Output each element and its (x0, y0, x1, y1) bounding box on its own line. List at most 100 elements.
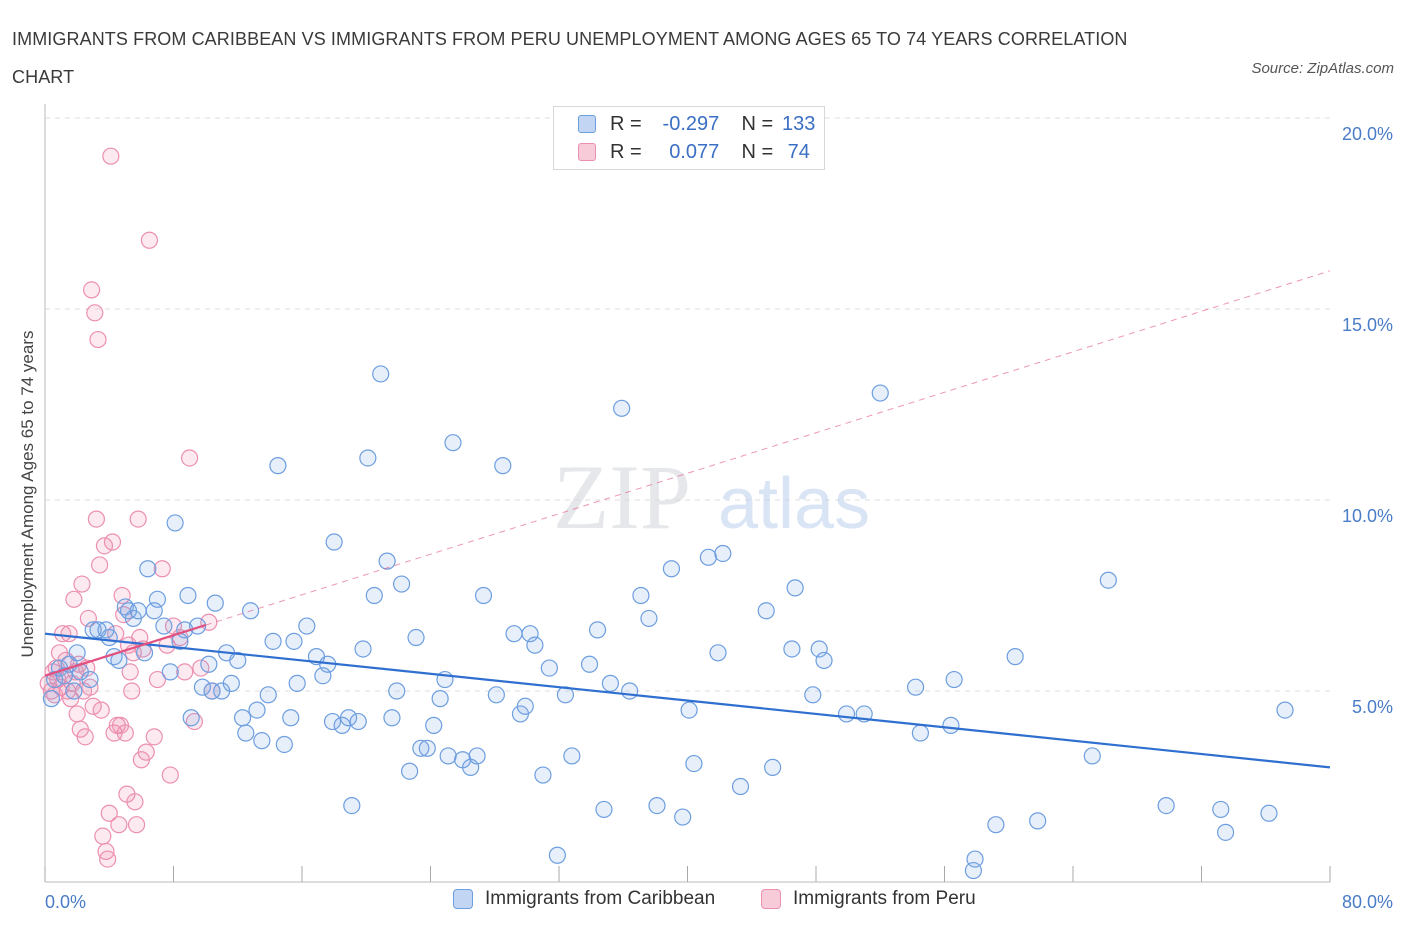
data-point-caribbean (388, 682, 406, 700)
data-point-caribbean (714, 544, 732, 563)
x-tick-label-max: 80.0% (1342, 892, 1393, 912)
data-point-caribbean (222, 674, 240, 692)
data-point-peru (103, 533, 122, 551)
data-point-caribbean (425, 716, 443, 734)
data-point-caribbean (640, 609, 658, 628)
data-point-caribbean (580, 655, 599, 673)
data-point-peru (145, 728, 163, 746)
data-point-caribbean (288, 674, 306, 692)
data-point-caribbean (680, 701, 698, 719)
legend-label-caribbean: Immigrants from Caribbean (485, 888, 716, 909)
data-point-caribbean (526, 636, 544, 654)
data-point-caribbean (248, 701, 266, 719)
data-point-peru (121, 663, 139, 681)
correlation-legend: R = -0.297 N = 133 R = 0.077 N = 74 (553, 106, 825, 170)
data-point-caribbean (548, 846, 566, 864)
legend-r-label: R = (610, 140, 642, 163)
data-point-caribbean (343, 796, 361, 815)
data-point-caribbean (1157, 796, 1175, 815)
data-point-caribbean (621, 682, 639, 700)
data-point-peru (82, 281, 101, 299)
data-point-peru (123, 682, 141, 700)
data-point-peru (116, 724, 134, 742)
data-point-peru (161, 766, 179, 784)
series-peru-points (39, 147, 221, 868)
trend-lines (44, 270, 1331, 769)
data-point-caribbean (601, 674, 620, 692)
data-point-caribbean (709, 644, 727, 662)
data-point-caribbean (42, 690, 61, 708)
y-tick-label: 15.0% (1342, 315, 1393, 335)
y-tick-label: 20.0% (1342, 124, 1393, 144)
data-point-caribbean (233, 709, 252, 727)
data-point-caribbean (259, 686, 277, 704)
data-point-caribbean (987, 816, 1005, 834)
chart-title: IMMIGRANTS FROM CARIBBEAN VS IMMIGRANTS … (12, 29, 1128, 87)
watermark-atlas: atlas (718, 464, 870, 544)
legend-swatch-peru (761, 889, 781, 909)
data-point-caribbean (674, 808, 692, 826)
series-caribbean-points (42, 365, 1294, 880)
legend-swatch-caribbean (578, 115, 596, 133)
data-point-caribbean (966, 850, 984, 868)
legend-r-value: 0.077 (669, 140, 720, 163)
legend-n-label: N = (741, 112, 774, 135)
data-point-caribbean (588, 621, 607, 639)
data-point-caribbean (264, 632, 282, 650)
data-point-caribbean (945, 670, 963, 689)
data-point-caribbean (444, 434, 462, 452)
data-point-caribbean (323, 712, 342, 731)
legend-item-peru[interactable]: Immigrants from Peru (761, 888, 976, 910)
data-point-peru (94, 827, 112, 845)
data-point-caribbean (1006, 648, 1024, 666)
data-point-caribbean (516, 697, 534, 715)
data-point-caribbean (68, 644, 86, 662)
data-point-caribbean (354, 640, 372, 658)
data-point-peru (76, 728, 94, 746)
data-point-caribbean (339, 709, 358, 727)
y-tick-label: 10.0% (1342, 506, 1393, 526)
data-point-caribbean (648, 796, 666, 815)
legend-swatch-caribbean (453, 889, 473, 909)
legend-n-label: N = (741, 140, 774, 163)
source-credit: Source: ZipAtlas.com (1251, 60, 1394, 77)
data-point-caribbean (81, 670, 99, 689)
data-point-caribbean (804, 686, 822, 704)
data-point-caribbean (439, 747, 457, 765)
legend-r-label: R = (610, 112, 642, 135)
data-point-caribbean (474, 586, 493, 605)
data-point-caribbean (269, 457, 287, 475)
data-point-peru (140, 231, 159, 249)
data-point-caribbean (282, 709, 300, 727)
data-point-caribbean (764, 758, 782, 777)
data-point-caribbean (632, 586, 650, 605)
legend-n-value: 133 (782, 112, 816, 135)
data-point-peru (137, 743, 155, 761)
data-point-peru (68, 705, 86, 723)
data-point-peru (73, 575, 91, 593)
data-point-peru (87, 510, 106, 528)
data-point-peru (126, 793, 144, 811)
data-point-caribbean (685, 754, 703, 773)
legend-swatch-peru (578, 143, 596, 161)
data-point-caribbean (193, 678, 212, 696)
data-point-caribbean (166, 514, 184, 532)
data-point-peru (153, 560, 171, 578)
data-point-caribbean (237, 724, 255, 742)
trend-line-peru-dashed (205, 270, 1331, 626)
data-point-caribbean (129, 602, 147, 620)
data-point-peru (127, 816, 146, 834)
data-point-caribbean (786, 579, 804, 597)
data-point-caribbean (468, 747, 486, 765)
data-point-caribbean (206, 594, 224, 612)
data-point-caribbean (487, 686, 505, 704)
data-point-caribbean (349, 712, 367, 731)
data-point-peru (102, 147, 120, 165)
data-point-caribbean (662, 560, 681, 578)
data-point-caribbean (285, 632, 303, 650)
data-point-caribbean (148, 590, 167, 608)
legend-item-caribbean[interactable]: Immigrants from Caribbean (453, 888, 715, 910)
data-point-peru (89, 330, 107, 349)
